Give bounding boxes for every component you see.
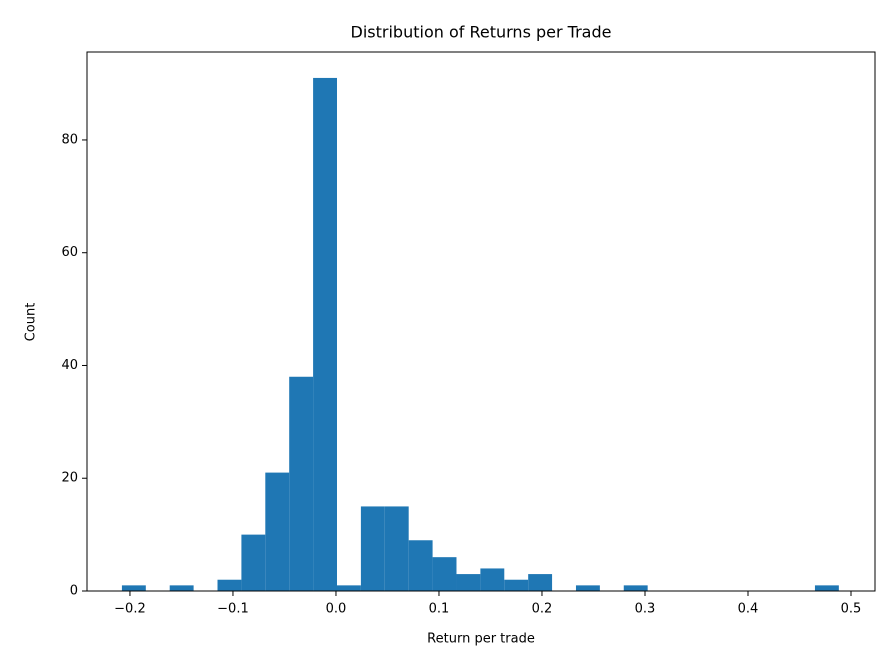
bar — [480, 568, 505, 591]
bar — [814, 585, 839, 591]
bar — [384, 506, 409, 591]
y-axis-label: Count — [24, 303, 39, 342]
x-tick-label: 0.2 — [532, 602, 553, 617]
bar — [265, 472, 290, 591]
plot-frame — [86, 51, 876, 592]
y-tick-label: 40 — [61, 358, 78, 373]
bar — [169, 585, 194, 591]
x-tick-label: 0.0 — [326, 602, 347, 617]
bar — [336, 585, 361, 591]
x-axis-label: Return per trade — [427, 632, 535, 647]
x-tick-label: −0.1 — [217, 602, 249, 617]
bar — [121, 585, 146, 591]
x-tick-label: −0.2 — [114, 602, 146, 617]
x-tick-label: 0.4 — [738, 602, 759, 617]
bar — [241, 534, 266, 591]
y-tick-label: 20 — [61, 471, 78, 486]
bar — [408, 540, 433, 591]
bar — [623, 585, 648, 591]
y-tick-label: 0 — [70, 584, 78, 599]
y-tick-label: 80 — [61, 132, 78, 147]
chart-title: Distribution of Returns per Trade — [351, 23, 612, 42]
bar — [217, 579, 242, 591]
bar — [456, 574, 481, 591]
y-tick-label: 60 — [61, 245, 78, 260]
bar — [289, 376, 314, 591]
bar — [504, 579, 529, 591]
x-tick-label: 0.5 — [841, 602, 862, 617]
bar — [360, 506, 385, 591]
bar — [313, 77, 337, 591]
x-tick-label: 0.1 — [429, 602, 450, 617]
bar — [432, 557, 457, 591]
x-tick-label: 0.3 — [635, 602, 656, 617]
bar — [575, 585, 600, 591]
bar — [528, 574, 553, 591]
